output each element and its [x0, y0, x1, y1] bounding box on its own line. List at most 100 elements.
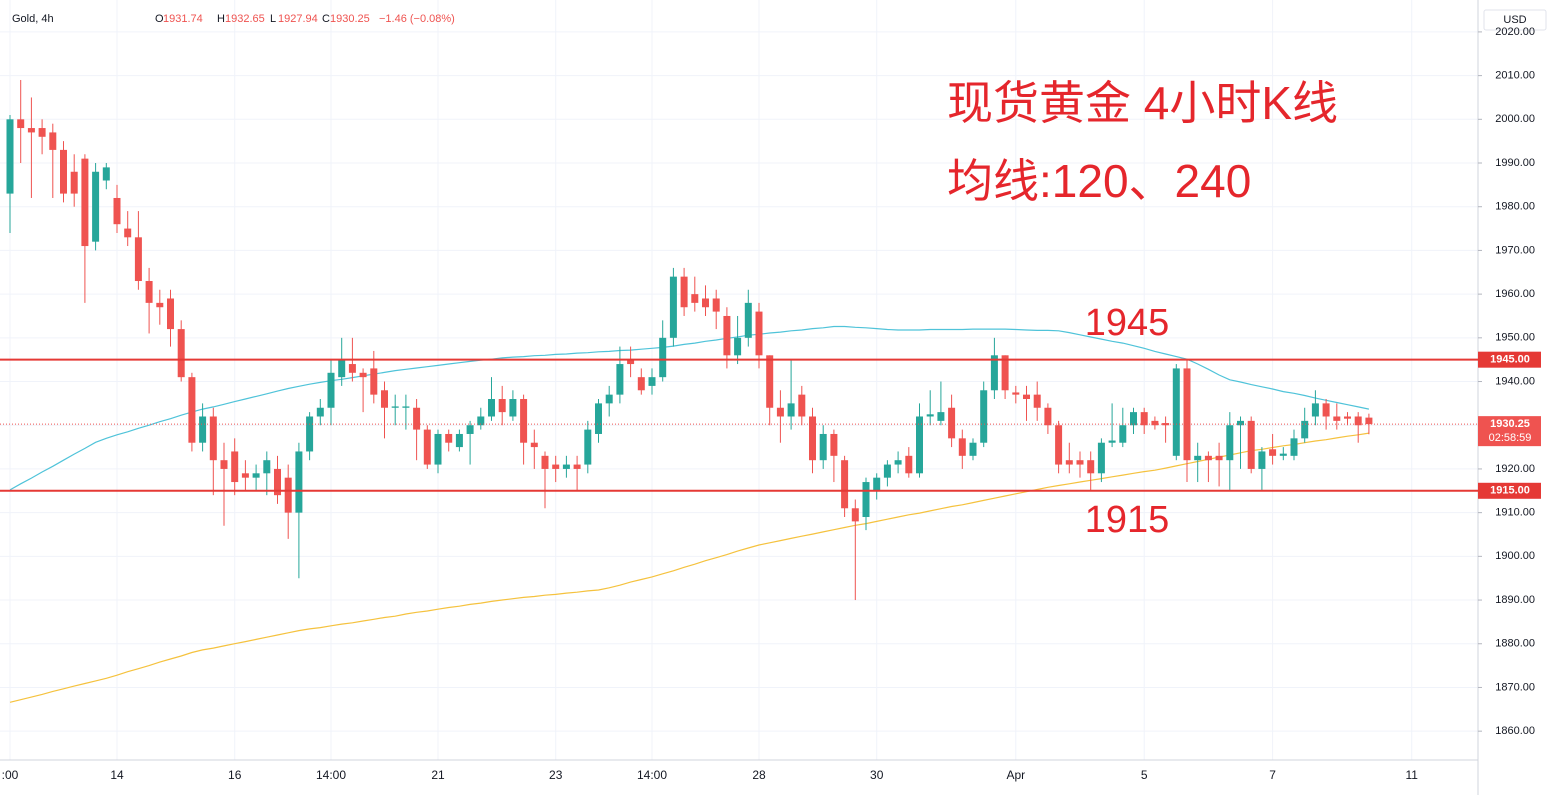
candle-body [744, 302, 752, 338]
candle-body [1247, 420, 1255, 469]
candle-body [1023, 394, 1030, 400]
candle-body [167, 298, 174, 330]
candle-body [38, 128, 46, 137]
candle-body [1140, 412, 1148, 426]
candle-body [231, 451, 239, 483]
candle-body [1065, 460, 1073, 465]
y-tick-label: 1890.00 [1495, 594, 1535, 606]
candle-body [113, 197, 121, 225]
candle-body [1001, 355, 1009, 391]
candle-body [851, 508, 859, 522]
candle-body [830, 433, 838, 456]
candle-body [252, 473, 260, 478]
candle-body [948, 407, 956, 439]
annotation-level: 1945 [1085, 302, 1170, 344]
x-tick-label: 30 [870, 768, 884, 782]
candle-body [434, 433, 442, 465]
candle-body [637, 377, 645, 391]
ohlc-label: H [217, 13, 225, 25]
x-tick-label: 14 [110, 768, 124, 782]
candle-body [370, 368, 378, 395]
currency-box[interactable] [1483, 9, 1547, 31]
candle-body [316, 407, 324, 417]
candle-body [862, 482, 870, 518]
candle-body [1237, 420, 1244, 426]
candle-body [787, 403, 795, 417]
candle-body [1354, 416, 1362, 426]
candle-body [712, 298, 720, 312]
y-tick-label: 1990.00 [1495, 157, 1535, 169]
candle-body [145, 281, 153, 303]
candle-body [327, 372, 335, 408]
candle-body [1012, 392, 1020, 395]
candle-body [562, 464, 570, 469]
x-tick-label: 16 [228, 768, 242, 782]
last-price-tag [1478, 416, 1541, 447]
moving-average [9, 432, 1369, 703]
x-tick-label: 11 [1405, 768, 1418, 782]
candle-body [584, 429, 592, 465]
candle-body [541, 455, 549, 469]
candle-body [680, 276, 688, 308]
candle-body [1322, 403, 1330, 417]
candle-body [81, 158, 89, 247]
candle-body [648, 377, 656, 386]
y-tick-label: 1950.00 [1495, 332, 1535, 344]
symbol: Gold, 4h [12, 13, 54, 25]
candle-body [274, 468, 281, 496]
candle-body [381, 390, 388, 408]
candle-body [1269, 449, 1277, 456]
candle-body [359, 372, 367, 378]
candle-body [669, 276, 677, 338]
candle-body [819, 433, 827, 461]
ohlc-value: 1927.94 [278, 13, 318, 25]
candle-body [391, 406, 399, 408]
candle-body [1183, 368, 1191, 461]
moving-average [9, 325, 1370, 491]
candle-body [1311, 403, 1319, 417]
candle-body [873, 477, 881, 491]
x-tick-label: Apr [1006, 768, 1025, 782]
candle-body [627, 359, 635, 365]
candle-body [723, 315, 731, 356]
candle-body [1055, 425, 1063, 465]
candle-body [1194, 455, 1202, 461]
candle-body [530, 442, 538, 448]
candle-body [488, 399, 495, 417]
candle-body [49, 132, 57, 150]
candle-body [220, 460, 228, 469]
last-price-label: 1930.25 [1490, 418, 1530, 430]
candle-body [659, 337, 667, 378]
candle-body [1130, 412, 1137, 426]
annotation-ma: 均线:120、240 [947, 155, 1251, 207]
candle-body [841, 460, 849, 509]
y-tick-label: 1970.00 [1495, 244, 1535, 256]
candle-body [1204, 455, 1212, 461]
candle-body [1108, 440, 1116, 443]
candle-body [552, 464, 560, 469]
candle-body [156, 302, 164, 308]
candle-body [102, 167, 110, 181]
plot [6, 79, 1373, 703]
candle-body [241, 473, 249, 478]
y-tick-label: 1980.00 [1495, 201, 1535, 213]
candle-body [1226, 425, 1234, 461]
candle-body [1033, 394, 1041, 408]
change: −1.46 (−0.08%) [379, 13, 455, 25]
candle-body [616, 364, 624, 395]
candle-body [1119, 425, 1127, 443]
x-tick-label: 21 [431, 768, 445, 782]
ohlc-value: 1932.65 [225, 13, 265, 25]
candle-body [734, 337, 742, 356]
candle-body [134, 237, 142, 282]
currency[interactable]: USD [1503, 14, 1526, 26]
candle-body [980, 390, 988, 443]
x-tick-label: 28 [752, 768, 766, 782]
y-tick-label: 1860.00 [1495, 725, 1535, 737]
candle-body [702, 298, 709, 308]
candle-body [1097, 442, 1105, 474]
candle-body [1044, 407, 1052, 426]
level-tag-label: 1915.00 [1490, 485, 1530, 497]
candle-body [1215, 455, 1223, 461]
